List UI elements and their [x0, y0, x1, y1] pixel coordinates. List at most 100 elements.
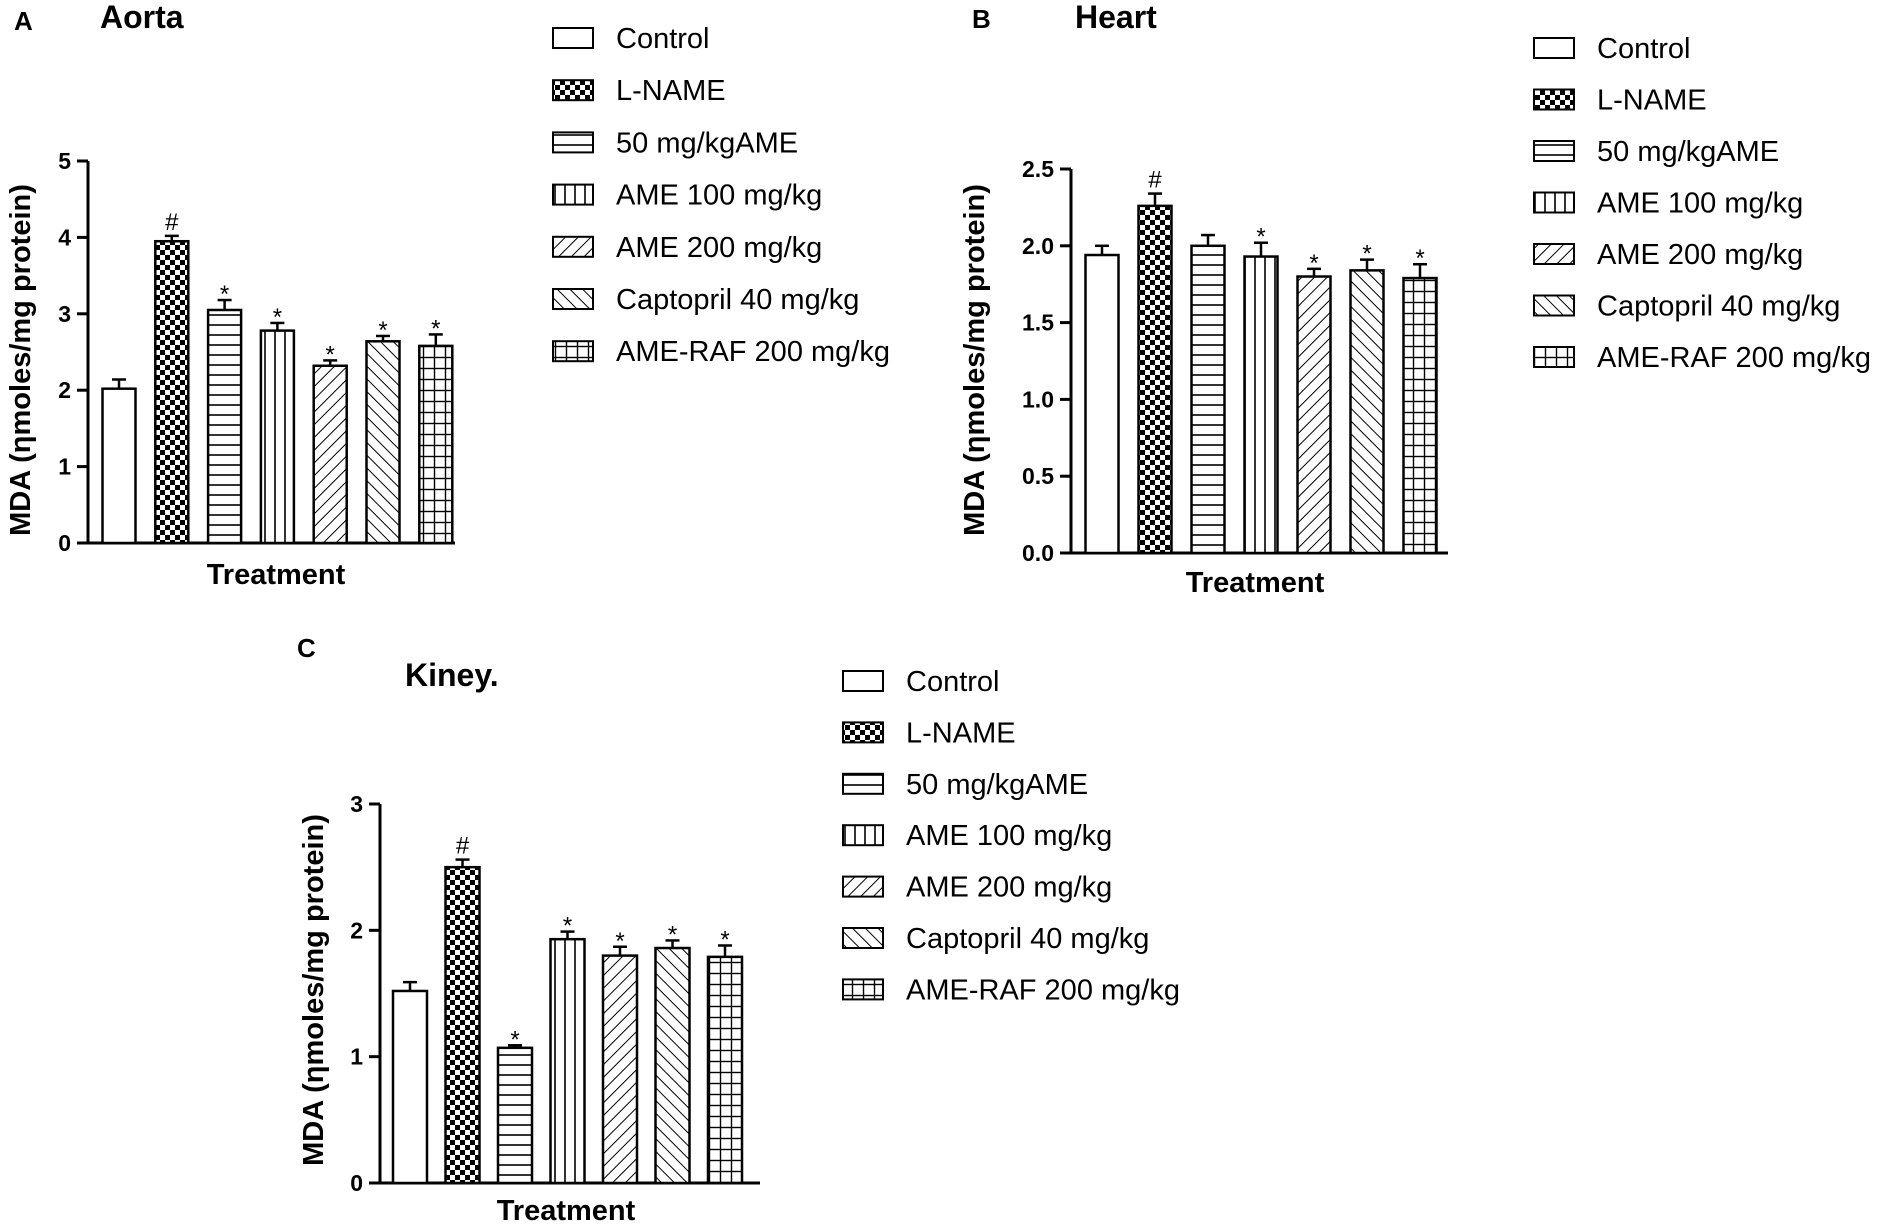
chart-title: Heart — [1075, 0, 1157, 35]
bar-5 — [1296, 275, 1332, 555]
significance-mark: # — [1148, 167, 1162, 194]
legend-label: 50 mg/kgAME — [906, 769, 1088, 801]
y-tick-label: 1 — [350, 1044, 363, 1070]
legend: Control L-NAME 50 mg/kgAME AME 100 mg/kg AME… — [1533, 33, 1871, 374]
bar-1 — [101, 387, 137, 545]
chart-title: Aorta — [100, 0, 184, 35]
y-tick-label: 1.0 — [1022, 386, 1054, 412]
legend-swatch — [842, 721, 884, 744]
y-tick-label: 0.0 — [1022, 540, 1054, 566]
legend-label: 50 mg/kgAME — [616, 127, 798, 159]
legend-label: L-NAME — [1597, 85, 1707, 117]
bar-2 — [1137, 204, 1173, 555]
bar-6 — [365, 340, 401, 545]
legend-swatch — [1533, 191, 1575, 214]
significance-mark: * — [273, 304, 282, 331]
legend-swatch — [1533, 294, 1575, 317]
significance-mark: # — [165, 209, 179, 236]
y-axis-label: MDA (ηmoles/mg protein) — [959, 184, 991, 536]
legend-label: Captopril 40 mg/kg — [1597, 291, 1840, 323]
y-tick-label: 1.5 — [1022, 310, 1054, 336]
legend-label: 50 mg/kgAME — [1597, 136, 1779, 168]
x-axis-label: Treatment — [207, 559, 346, 591]
bar-1 — [1084, 253, 1120, 555]
y-tick-label: 2.0 — [1022, 233, 1054, 259]
significance-mark: * — [510, 1026, 519, 1053]
y-tick-label: 2.5 — [1022, 156, 1054, 182]
y-tick-label: 1 — [58, 454, 71, 480]
y-tick-label: 5 — [58, 148, 71, 174]
bar-3 — [1190, 244, 1226, 555]
legend-label: AME 100 mg/kg — [616, 180, 822, 212]
bar-6 — [654, 946, 691, 1185]
significance-mark: * — [220, 281, 229, 308]
legend-swatch — [552, 288, 594, 310]
legend-swatch — [552, 235, 594, 258]
legend: Control L-NAME 50 mg/kgAME AME 100 mg/kg AME… — [552, 23, 890, 368]
bar-7 — [418, 344, 454, 545]
significance-mark: * — [1256, 224, 1265, 251]
legend-swatch — [1533, 243, 1575, 265]
legend-label: AME 200 mg/kg — [616, 232, 822, 264]
legend-label: Control — [906, 666, 1000, 698]
significance-mark: * — [668, 921, 677, 948]
legend-swatch — [1533, 140, 1575, 162]
legend-swatch — [1533, 88, 1575, 111]
legend-swatch — [842, 772, 884, 795]
legend-label: AME 100 mg/kg — [1597, 188, 1803, 220]
legend-swatch — [842, 978, 884, 1001]
panel-letter: A — [14, 6, 33, 36]
legend-swatch — [552, 79, 594, 102]
legend-swatch — [842, 670, 884, 692]
legend-swatch — [842, 875, 884, 898]
y-tick-label: 0 — [58, 530, 71, 556]
bar-2 — [444, 865, 481, 1185]
bar-5 — [601, 954, 639, 1185]
legend-label: Captopril 40 mg/kg — [616, 284, 859, 316]
y-tick-label: 2 — [350, 917, 363, 943]
y-axis-label: MDA (ηmoles/mg protein) — [5, 184, 37, 536]
significance-mark: # — [456, 833, 470, 860]
legend-label: AME-RAF 200 mg/kg — [906, 974, 1180, 1006]
significance-mark: * — [326, 341, 335, 368]
y-tick-label: 0 — [350, 1170, 363, 1196]
bar-4 — [1243, 255, 1279, 555]
legend-label: Control — [616, 23, 710, 55]
legend-label: AME 100 mg/kg — [906, 820, 1112, 852]
bar-7 — [1402, 276, 1438, 555]
legend-label: AME 200 mg/kg — [1597, 239, 1803, 271]
chart-panel-b: B Heart 0.0 0.5 1.0 1.5 2.0 2.5 MDA (ηmoles/mg p… — [959, 0, 1871, 599]
bar-6 — [1349, 269, 1385, 555]
significance-mark: * — [615, 928, 624, 955]
legend-swatch — [1533, 346, 1575, 368]
y-tick-label: 3 — [58, 301, 71, 327]
bar-3 — [496, 1046, 534, 1185]
panel-letter: C — [297, 633, 316, 663]
x-axis-label: Treatment — [1186, 567, 1325, 599]
legend-label: AME-RAF 200 mg/kg — [1597, 342, 1871, 374]
legend-swatch — [842, 824, 884, 847]
chart-title: Kiney. — [405, 657, 499, 693]
legend-label: AME-RAF 200 mg/kg — [616, 336, 890, 368]
legend-swatch — [552, 340, 594, 363]
x-axis-label: Treatment — [497, 1195, 636, 1224]
bar-2 — [154, 239, 190, 545]
chart-panel-a: A Aorta 0 1 2 3 4 5 MDA (ηmoles/mg protein) Treat… — [5, 0, 890, 591]
y-tick-label: 4 — [58, 224, 71, 250]
legend-swatch — [552, 183, 594, 206]
bar-7 — [706, 955, 744, 1185]
y-tick-label: 2 — [58, 377, 71, 403]
legend-label: L-NAME — [616, 75, 726, 107]
bar-4 — [549, 937, 586, 1185]
bar-4 — [259, 329, 296, 545]
significance-mark: * — [378, 317, 387, 344]
legend-swatch — [842, 927, 884, 949]
bar-3 — [206, 308, 243, 545]
significance-mark: * — [1309, 250, 1318, 277]
panel-letter: B — [972, 4, 991, 34]
significance-mark: * — [1362, 241, 1371, 268]
legend-label: Captopril 40 mg/kg — [906, 923, 1149, 955]
chart-panel-c: C Kiney. 0 1 2 3 MDA (ηmoles/mg protein) Treatm… — [297, 633, 1180, 1224]
legend-swatch — [1533, 37, 1575, 59]
